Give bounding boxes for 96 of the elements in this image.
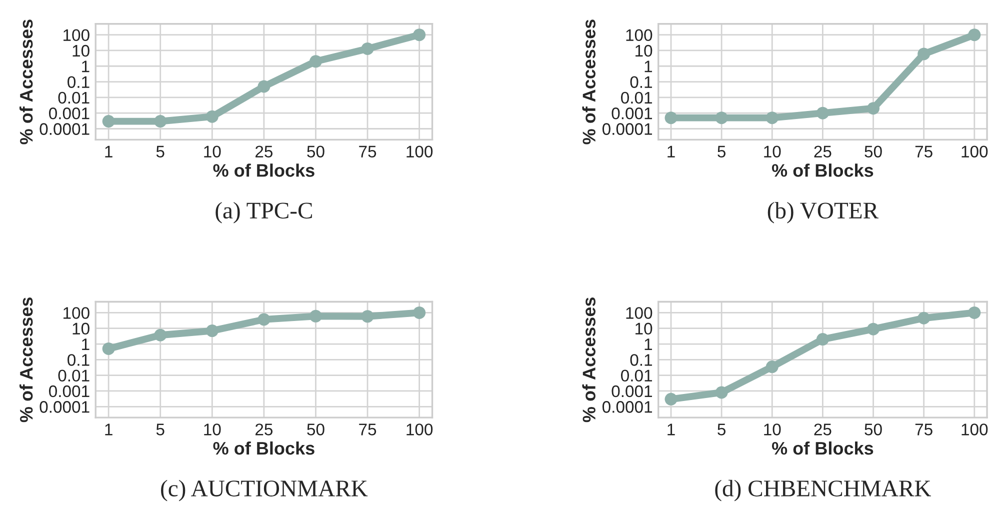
x-tick-label: 50 xyxy=(307,146,324,158)
point xyxy=(968,306,981,319)
x-tick-label: 5 xyxy=(718,424,726,436)
text: (b) VOTER xyxy=(768,202,879,224)
x-tick-label: 25 xyxy=(814,424,832,436)
point xyxy=(867,102,880,115)
x-tick-label: 5 xyxy=(156,424,164,436)
point xyxy=(206,324,218,338)
point xyxy=(816,333,829,346)
x-tick-label: 1 xyxy=(105,424,112,436)
text: (a) TPC-C xyxy=(216,202,312,224)
x-tick-label: 75 xyxy=(359,424,376,436)
y-axis-title: % of Accesses xyxy=(19,298,33,422)
text: (d) CHBENCHMARK xyxy=(715,480,931,502)
x-tick-label: 100 xyxy=(406,424,433,436)
y-axis-title: % of Accesses xyxy=(19,20,33,144)
point xyxy=(154,328,167,342)
point xyxy=(102,342,115,355)
y-tick-label: 100 xyxy=(626,29,652,42)
y-tick-label: 0.001 xyxy=(612,108,652,120)
point xyxy=(968,28,981,42)
point xyxy=(867,322,880,336)
x-tick-label: 5 xyxy=(156,146,164,158)
x-axis-title: % of Blocks xyxy=(772,441,874,455)
x-tick-label: 25 xyxy=(256,424,273,436)
text: (c) AUCTIONMARK xyxy=(161,480,368,502)
y-tick-label: 10 xyxy=(72,322,90,335)
x-tick-label: 50 xyxy=(864,146,882,158)
x-tick-label: 75 xyxy=(359,146,376,158)
x-tick-label: 75 xyxy=(915,424,932,436)
point xyxy=(413,28,426,42)
x-tick-label: 10 xyxy=(764,424,781,436)
point xyxy=(413,306,426,319)
x-axis-title: % of Blocks xyxy=(213,164,314,177)
y-tick-label: 1 xyxy=(82,338,90,350)
y-tick-label: 10 xyxy=(72,44,90,57)
point xyxy=(206,110,218,123)
y-tick-label: 1 xyxy=(82,60,90,72)
y-tick-label: 0.001 xyxy=(49,108,90,120)
x-axis-title: % of Blocks xyxy=(772,164,874,177)
x-tick-label: 100 xyxy=(406,146,433,158)
y-axis-title: % of Accesses xyxy=(582,298,596,422)
y-tick-label: 100 xyxy=(64,29,90,42)
point xyxy=(309,55,322,68)
x-tick-label: 10 xyxy=(204,424,221,436)
x-tick-label: 25 xyxy=(256,146,273,158)
y-tick-label: 0.01 xyxy=(58,370,90,382)
x-tick-label: 5 xyxy=(718,146,726,158)
point xyxy=(309,310,322,322)
point xyxy=(715,386,728,399)
y-tick-label: 0.01 xyxy=(58,92,90,104)
x-tick-label: 1 xyxy=(668,424,675,436)
point xyxy=(664,112,678,124)
y-tick-label: 1 xyxy=(644,338,652,350)
y-tick-label: 10 xyxy=(636,44,652,57)
y-tick-label: 0.1 xyxy=(630,76,652,88)
y-tick-label: 0.1 xyxy=(68,354,90,366)
y-tick-label: 0.001 xyxy=(49,385,90,398)
point xyxy=(664,392,678,406)
x-axis-title: % of Blocks xyxy=(213,441,314,455)
x-tick-label: 50 xyxy=(307,424,324,436)
x-tick-label: 25 xyxy=(814,146,832,158)
x-tick-label: 10 xyxy=(764,146,781,158)
y-tick-label: 0.1 xyxy=(630,354,652,366)
x-tick-label: 75 xyxy=(915,146,932,158)
x-tick-label: 100 xyxy=(962,424,988,436)
y-tick-label: 1 xyxy=(644,60,652,72)
point xyxy=(766,360,778,374)
point xyxy=(154,115,167,128)
x-tick-label: 1 xyxy=(105,146,112,158)
y-tick-label: 0.001 xyxy=(612,385,652,398)
y-tick-label: 0.01 xyxy=(621,370,652,382)
y-tick-label: 10 xyxy=(636,322,652,335)
y-tick-label: 0.0001 xyxy=(40,123,90,135)
point xyxy=(361,42,374,55)
point xyxy=(361,310,374,323)
y-tick-label: 100 xyxy=(626,307,652,319)
point xyxy=(715,112,728,124)
y-tick-label: 0.1 xyxy=(68,76,90,88)
y-tick-label: 100 xyxy=(64,307,90,319)
x-tick-label: 1 xyxy=(668,146,675,158)
point xyxy=(918,48,930,60)
x-tick-label: 100 xyxy=(962,146,988,158)
point xyxy=(766,112,778,124)
y-tick-label: 0.0001 xyxy=(40,401,90,413)
x-tick-label: 50 xyxy=(864,424,882,436)
y-axis-title: % of Accesses xyxy=(582,20,596,144)
point xyxy=(102,115,115,128)
point xyxy=(918,312,930,324)
x-tick-label: 10 xyxy=(204,146,221,158)
y-tick-label: 0.01 xyxy=(621,92,652,104)
y-tick-label: 0.0001 xyxy=(602,123,652,135)
point xyxy=(258,313,270,326)
point xyxy=(816,106,829,120)
y-tick-label: 0.0001 xyxy=(602,401,652,413)
point xyxy=(258,80,270,93)
